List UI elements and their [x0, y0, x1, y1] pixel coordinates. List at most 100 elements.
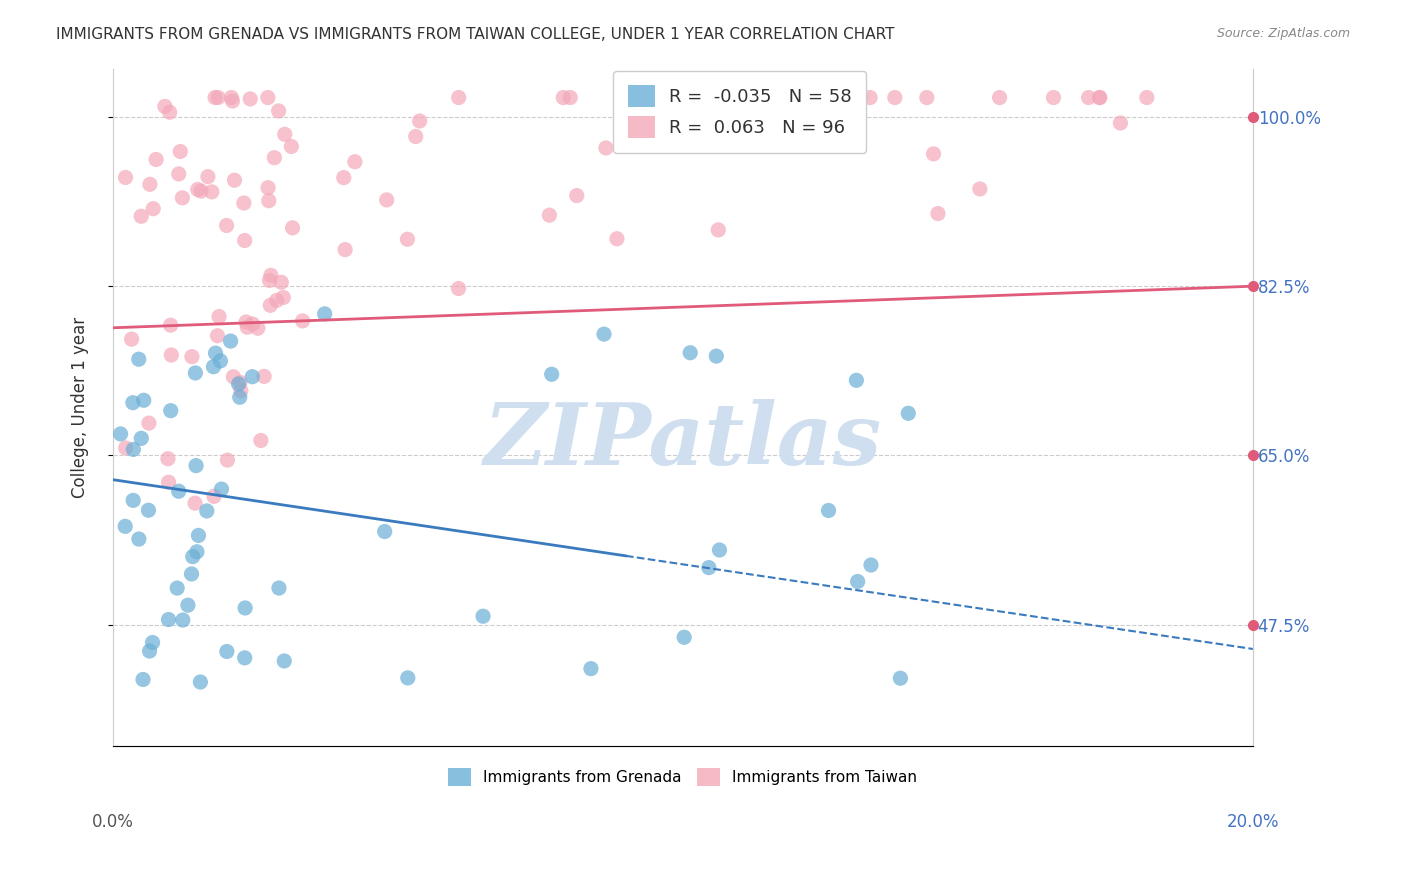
Point: [396, 232, 419, 246]
Text: Source: ZipAtlas.com: Source: ZipAtlas.com: [1216, 27, 1350, 40]
Point: [229, 384, 252, 398]
Point: [922, 147, 945, 161]
Point: [110, 426, 132, 441]
Point: [1088, 90, 1111, 104]
Point: [266, 293, 288, 308]
Point: [207, 328, 229, 343]
Text: 20.0%: 20.0%: [1226, 814, 1279, 831]
Point: [281, 220, 304, 235]
Point: [846, 574, 869, 589]
Point: [697, 560, 720, 574]
Point: [232, 196, 254, 211]
Point: [817, 503, 839, 517]
Point: [114, 170, 136, 185]
Point: [332, 170, 354, 185]
Point: [215, 219, 238, 233]
Point: [637, 91, 659, 105]
Point: [201, 185, 224, 199]
Point: [215, 644, 238, 658]
Point: [207, 90, 229, 104]
Point: [221, 90, 243, 104]
Point: [257, 180, 280, 194]
Point: [209, 354, 232, 368]
Point: [333, 243, 356, 257]
Point: [242, 317, 264, 331]
Point: [408, 114, 430, 128]
Point: [181, 549, 204, 564]
Point: [553, 90, 575, 104]
Point: [157, 475, 180, 490]
Point: [235, 315, 257, 329]
Point: [153, 99, 176, 113]
Point: [291, 314, 314, 328]
Point: [396, 671, 419, 685]
Point: [160, 348, 183, 362]
Point: [565, 188, 588, 202]
Point: [228, 376, 250, 391]
Point: [224, 173, 246, 187]
Point: [187, 182, 209, 196]
Text: ZIPatlas: ZIPatlas: [484, 400, 882, 483]
Point: [595, 141, 617, 155]
Legend: Immigrants from Grenada, Immigrants from Taiwan: Immigrants from Grenada, Immigrants from…: [443, 762, 924, 792]
Point: [343, 154, 366, 169]
Point: [273, 654, 295, 668]
Point: [145, 153, 167, 167]
Point: [259, 298, 281, 312]
Point: [969, 182, 991, 196]
Point: [859, 90, 882, 104]
Point: [121, 332, 143, 346]
Point: [138, 416, 160, 430]
Point: [114, 441, 136, 455]
Point: [142, 202, 165, 216]
Point: [219, 334, 242, 348]
Point: [208, 310, 231, 324]
Point: [253, 369, 276, 384]
Point: [167, 167, 190, 181]
Point: [233, 650, 256, 665]
Point: [138, 644, 160, 658]
Point: [540, 368, 562, 382]
Point: [579, 662, 602, 676]
Point: [883, 90, 905, 104]
Point: [375, 193, 398, 207]
Point: [250, 434, 273, 448]
Point: [236, 320, 259, 334]
Point: [260, 268, 283, 283]
Point: [707, 223, 730, 237]
Point: [172, 613, 194, 627]
Point: [187, 528, 209, 542]
Point: [280, 139, 302, 153]
Point: [988, 90, 1011, 104]
Point: [274, 128, 297, 142]
Point: [204, 346, 226, 360]
Point: [849, 90, 872, 104]
Point: [270, 275, 292, 289]
Point: [222, 369, 245, 384]
Point: [679, 345, 702, 359]
Point: [166, 581, 188, 595]
Point: [202, 489, 225, 503]
Point: [267, 103, 290, 118]
Point: [202, 359, 225, 374]
Point: [256, 90, 278, 104]
Point: [1042, 90, 1064, 104]
Point: [768, 90, 790, 104]
Point: [180, 566, 202, 581]
Point: [229, 390, 252, 404]
Point: [314, 307, 336, 321]
Point: [447, 90, 470, 104]
Point: [159, 403, 181, 417]
Point: [142, 635, 165, 649]
Point: [673, 630, 696, 644]
Point: [132, 393, 155, 408]
Point: [186, 545, 208, 559]
Point: [184, 458, 207, 473]
Point: [239, 92, 262, 106]
Point: [190, 184, 212, 198]
Point: [129, 209, 152, 223]
Point: [447, 281, 470, 295]
Point: [1136, 90, 1159, 104]
Point: [229, 376, 252, 390]
Point: [233, 601, 256, 615]
